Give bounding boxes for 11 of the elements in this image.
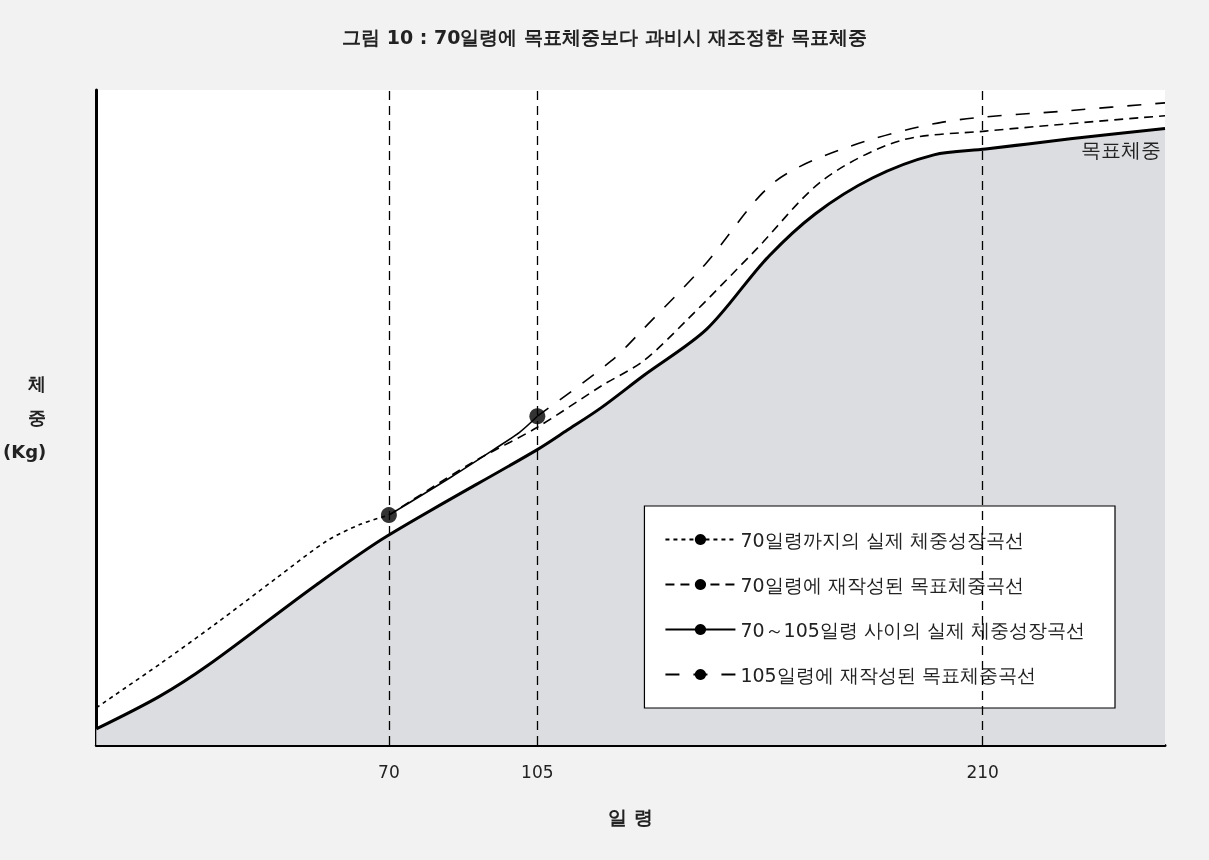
chart-title: 그림 10 : 70일령에 목표체중보다 과비시 재조정한 목표체중 — [342, 25, 867, 48]
x-tick-label: 70 — [378, 761, 400, 782]
legend-label: 105일령에 재작성된 목표체중곡선 — [740, 663, 1036, 686]
legend-label: 70일령에 재작성된 목표체중곡선 — [740, 573, 1024, 596]
legend-label: 70일령까지의 실제 체중성장곡선 — [740, 528, 1024, 551]
series-label: 목표체중 — [1081, 137, 1161, 162]
x-tick-label: 105 — [521, 761, 554, 782]
y-axis-title: 체 중 (Kg) — [2, 373, 47, 462]
x-tick-label: 210 — [966, 761, 999, 782]
x-axis-title: 일 령 — [608, 805, 653, 828]
legend-label: 70～105일령 사이의 실제 체중성장곡선 — [740, 618, 1085, 641]
